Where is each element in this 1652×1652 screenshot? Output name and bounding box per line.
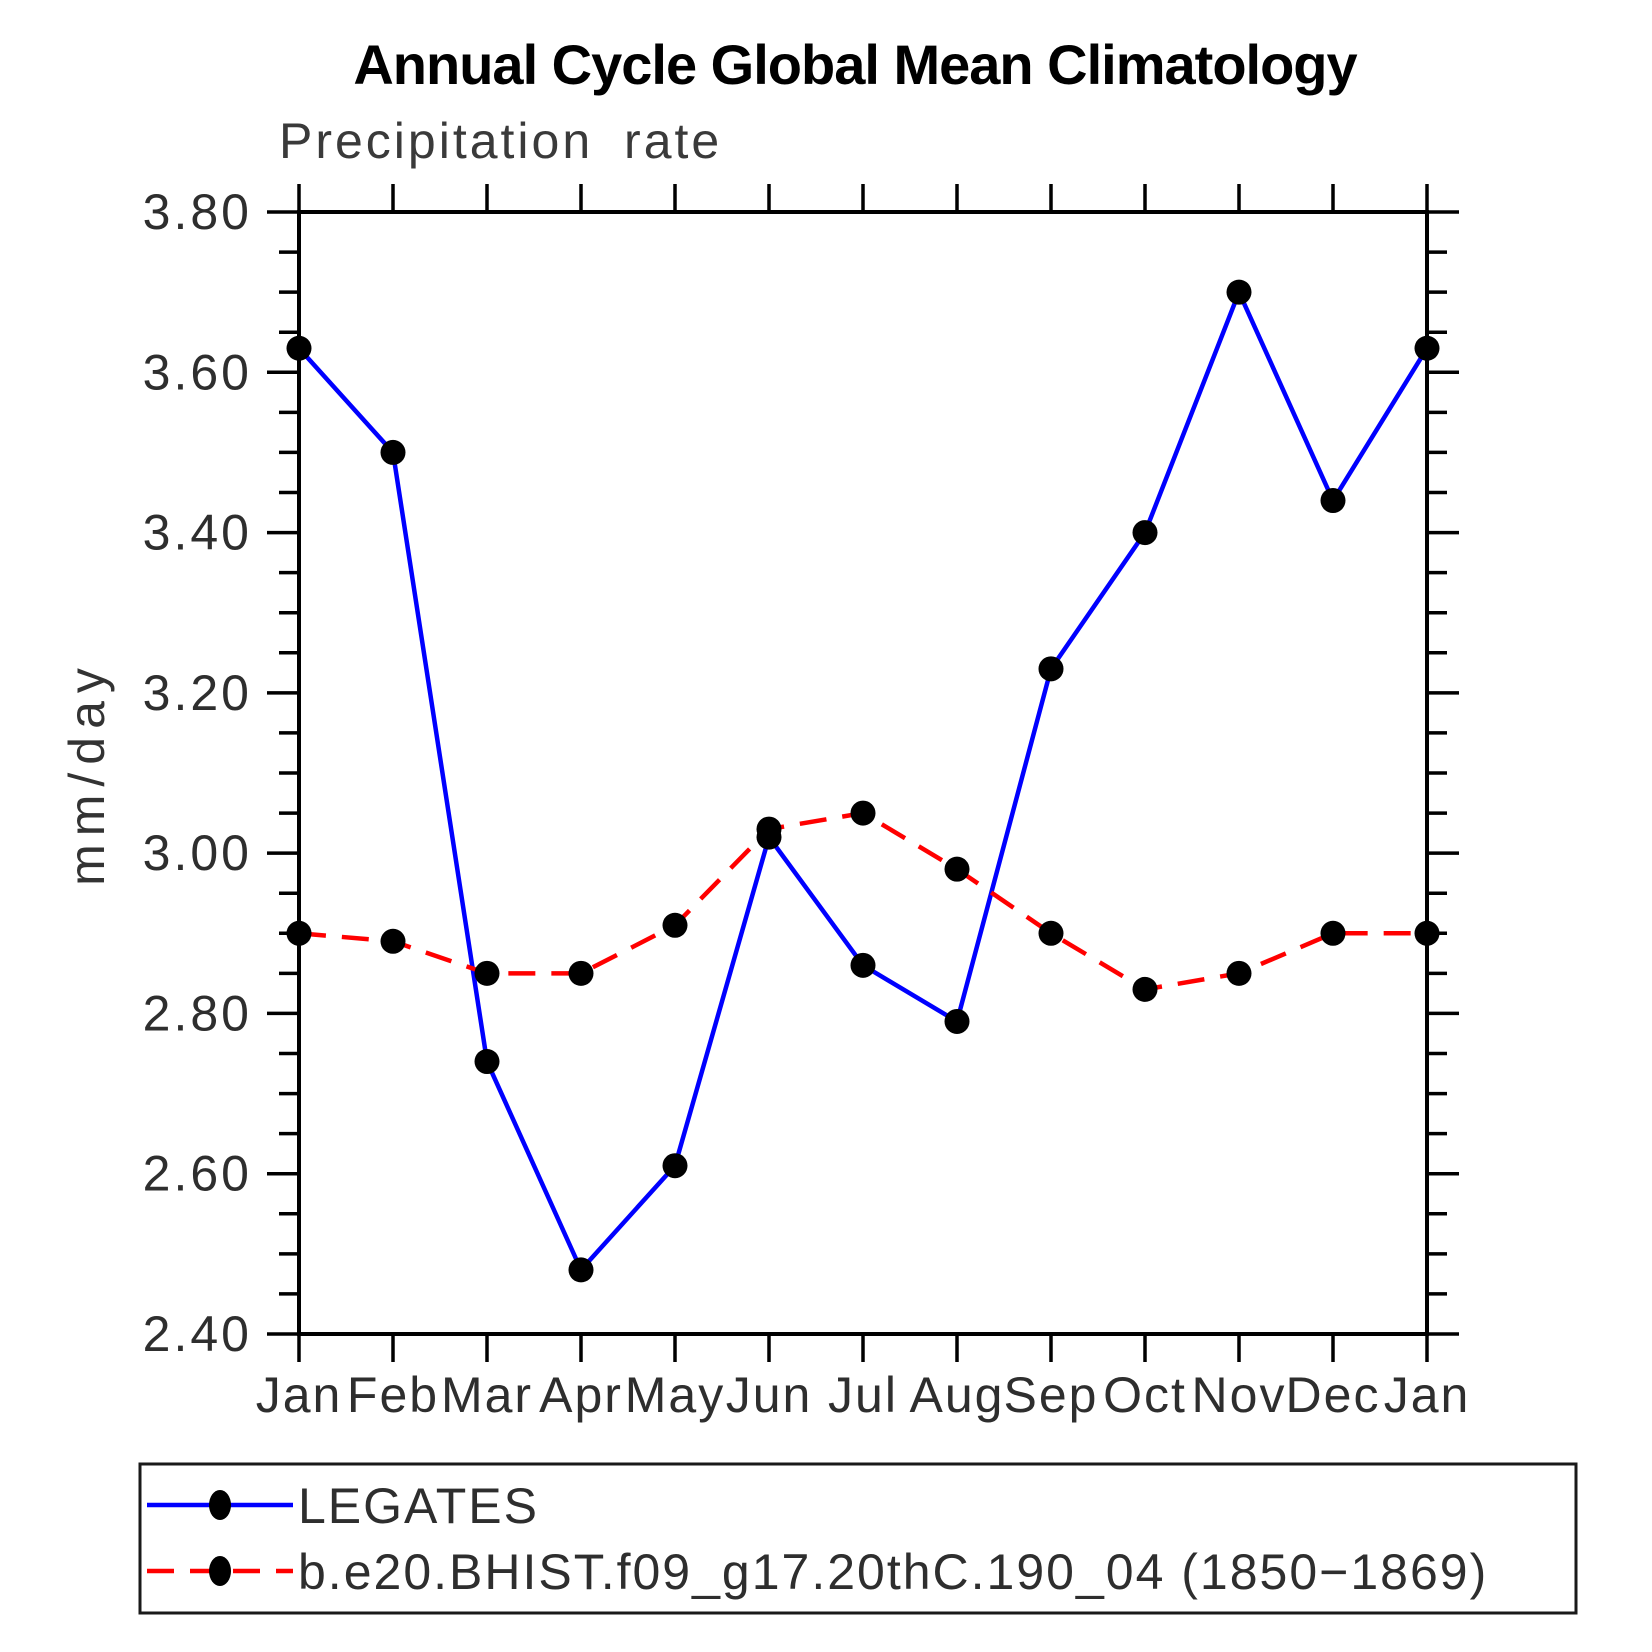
data-point (380, 439, 406, 465)
x-tick-label: Jun (726, 1367, 813, 1423)
x-tick-label: Dec (1286, 1367, 1381, 1423)
data-point (1320, 488, 1346, 514)
y-tick-labels: 2.40 2.60 2.80 3.00 3.20 3.40 3.60 3.80 (143, 184, 252, 1362)
legend-marker-icon (209, 1556, 231, 1586)
data-point (1414, 920, 1440, 946)
x-tick-label: Apr (539, 1367, 623, 1423)
data-point (380, 928, 406, 954)
y-tick-label: 2.80 (143, 985, 252, 1041)
chart-title: Annual Cycle Global Mean Climatology (353, 33, 1357, 96)
data-point (1132, 976, 1158, 1002)
legend-item-legates: LEGATES (147, 1478, 539, 1534)
data-point (1132, 520, 1158, 546)
y-tick-label: 3.20 (143, 665, 252, 721)
y-tick-label: 3.00 (143, 825, 252, 881)
x-tick-label: Jul (828, 1367, 898, 1423)
chart-subtitle: Precipitation rate (279, 113, 722, 169)
data-point (850, 800, 876, 826)
data-point (286, 920, 312, 946)
data-point (662, 1153, 688, 1179)
x-tick-label: Feb (347, 1367, 439, 1423)
data-point (1414, 335, 1440, 361)
series-lines (286, 279, 1440, 1283)
data-point (474, 960, 500, 986)
data-point (1226, 960, 1252, 986)
data-point (568, 960, 594, 986)
y-tick-label: 2.60 (143, 1146, 252, 1202)
y-tick-label: 3.60 (143, 344, 252, 400)
y-tick-label: 3.80 (143, 184, 252, 240)
data-point (850, 952, 876, 978)
x-tick-label: Aug (910, 1367, 1005, 1423)
y-tick-label: 3.40 (143, 505, 252, 561)
x-tick-label: Jan (256, 1367, 343, 1423)
data-point (568, 1257, 594, 1283)
data-point (1226, 279, 1252, 305)
x-tick-label: Mar (441, 1367, 533, 1423)
data-point (474, 1049, 500, 1075)
x-tick-label: May (625, 1367, 725, 1423)
axis-ticks (267, 184, 1459, 1362)
series-line-legates (297, 289, 1429, 1273)
legend-item-model: b.e20.BHIST.f09_g17.20thC.190_04 (1850−1… (147, 1544, 1488, 1600)
x-tick-label: Nov (1192, 1367, 1287, 1423)
legend-label-legates: LEGATES (298, 1478, 539, 1534)
data-point (944, 856, 970, 882)
data-point (1038, 656, 1064, 682)
y-tick-label: 2.40 (143, 1306, 252, 1362)
data-point (662, 912, 688, 938)
legend: LEGATES b.e20.BHIST.f09_g17.20thC.190_04… (138, 1462, 1578, 1615)
x-tick-labels: Jan Feb Mar Apr May Jun Jul Aug Sep Oct Nov Dec Jan (256, 1367, 1471, 1423)
legend-box (138, 1462, 1578, 1615)
data-point (944, 1008, 970, 1034)
legend-label-model: b.e20.BHIST.f09_g17.20thC.190_04 (1850−1… (298, 1544, 1488, 1600)
data-point (1038, 920, 1064, 946)
y-axis-label: mm/day (59, 660, 115, 886)
x-tick-label: Sep (1004, 1367, 1099, 1423)
data-point (286, 335, 312, 361)
data-point (756, 816, 782, 842)
x-tick-label: Jan (1384, 1367, 1471, 1423)
data-point (1320, 920, 1346, 946)
plot-frame (297, 210, 1429, 1336)
x-tick-label: Oct (1103, 1367, 1187, 1423)
legend-marker-icon (209, 1490, 231, 1520)
